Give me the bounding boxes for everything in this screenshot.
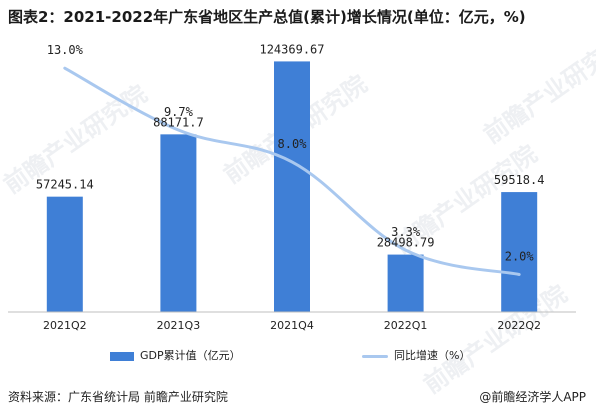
line-label-2021Q2: 13.0% [47, 43, 84, 57]
growth-rate-line [63, 66, 521, 276]
x-tick-label-2021Q2: 2021Q2 [43, 319, 87, 332]
bar-label-2021Q3: 88171.7 [153, 115, 204, 129]
x-tick-label-2021Q3: 2021Q3 [157, 319, 201, 332]
line-label-2022Q1: 3.3% [391, 225, 421, 239]
brand-note: @前瞻经济学人APP [479, 390, 586, 404]
legend-swatch-line [362, 354, 388, 358]
bar-label-2021Q4: 124369.67 [259, 42, 324, 56]
bar-label-2021Q2: 57245.14 [36, 178, 94, 192]
bar-2022Q1 [387, 254, 424, 312]
bar-2021Q3 [160, 134, 197, 312]
legend-item-growth: 同比增速（%） [362, 347, 470, 363]
bar-2021Q4 [274, 61, 310, 312]
bar-2022Q2 [501, 192, 538, 312]
source-note: 资料来源：广东省统计局 前瞻产业研究院 [8, 390, 228, 404]
line-label-2021Q4: 8.0% [278, 137, 308, 151]
legend-item-gdp: GDP累计值（亿元） [110, 347, 241, 363]
bar-label-2022Q1: 28498.79 [377, 236, 435, 250]
x-tick-label-2022Q1: 2022Q1 [384, 319, 428, 332]
bar-2021Q2 [46, 196, 83, 312]
line-label-2021Q3: 9.7% [164, 105, 194, 119]
chart-title: 图表2：2021-2022年广东省地区生产总值(累计)增长情况(单位：亿元，%) [8, 8, 526, 26]
line-label-2022Q2: 2.0% [505, 249, 535, 263]
legend-swatch-bar [110, 351, 134, 361]
legend-label-growth: 同比增速（%） [394, 349, 471, 362]
bar-label-2022Q2: 59518.4 [494, 173, 545, 187]
x-tick-label-2021Q4: 2021Q4 [270, 319, 314, 332]
legend-label-gdp: GDP累计值（亿元） [140, 349, 241, 362]
x-tick-label-2022Q2: 2022Q2 [497, 319, 541, 332]
